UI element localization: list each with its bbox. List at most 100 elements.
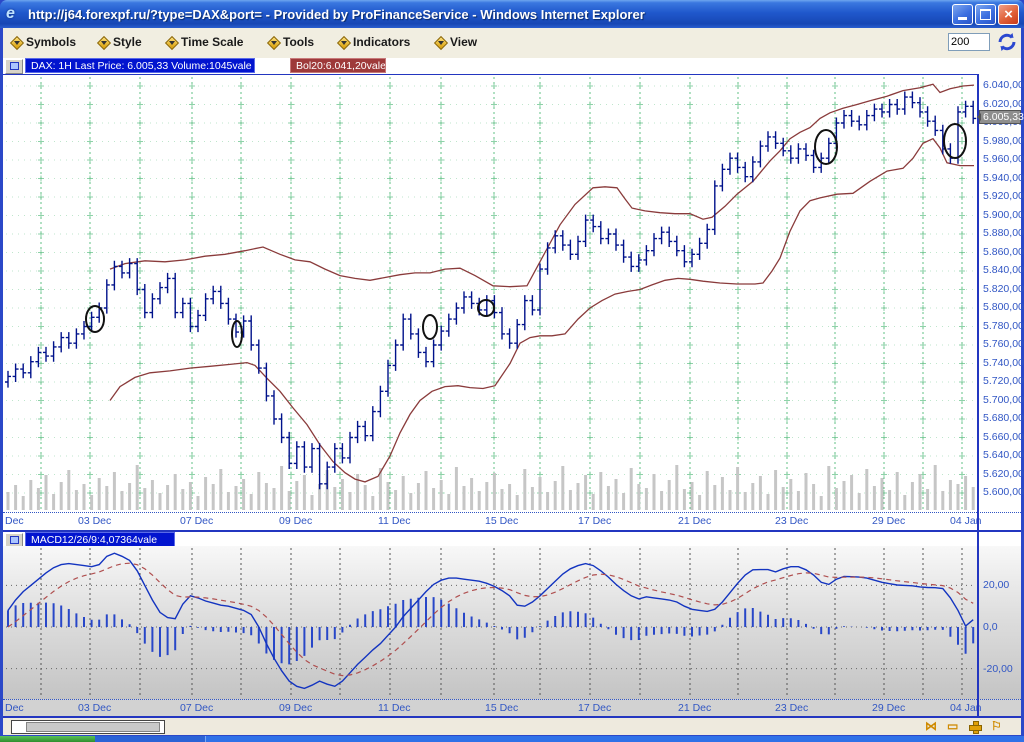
menu-view[interactable]: View <box>433 35 478 50</box>
macd-date-label: 17 Dec <box>578 702 612 714</box>
price-axis: 6.005,33 6.040,006.020,006.000,005.980,0… <box>977 74 1024 512</box>
menu-dropdown-icon <box>266 35 282 50</box>
price-axis-label: 5.860,00 <box>983 245 1024 258</box>
macd-date-label: 29 Dec <box>872 702 906 714</box>
menu-indicators[interactable]: Indicators <box>336 35 411 50</box>
menu-dropdown-icon <box>9 35 25 50</box>
macd-date-label: 15 Dec <box>485 702 519 714</box>
menu-label: Style <box>113 35 142 49</box>
indicator-window-icon[interactable] <box>5 533 23 548</box>
menu-style[interactable]: Style <box>96 35 142 50</box>
main-date-label: 07 Dec <box>180 515 214 527</box>
macd-date-label: 04 Jan <box>950 702 982 714</box>
macd-axis-label: 20,00 <box>983 579 1010 592</box>
menu-tools[interactable]: Tools <box>266 35 315 50</box>
price-axis-label: 5.680,00 <box>983 412 1024 424</box>
macd-canvas[interactable] <box>3 546 977 699</box>
main-chart-plot[interactable] <box>3 74 977 513</box>
instrument-legend[interactable]: DAX: 1H Last Price: 6.005,33 Volume:1045… <box>25 58 255 73</box>
main-chart-canvas[interactable] <box>3 75 977 513</box>
internet-explorer-icon: e <box>6 5 15 22</box>
zoom-slider-handle[interactable] <box>26 722 160 732</box>
price-axis-label: 5.640,00 <box>983 449 1024 461</box>
price-axis-label: 5.760,00 <box>983 338 1024 350</box>
main-date-label: 04 Jan <box>950 515 982 527</box>
price-axis-label: 5.900,00 <box>983 208 1024 221</box>
add-icon[interactable] <box>969 721 982 734</box>
bottom-toolbar: ⋈ ▭ ⚐ <box>3 716 1021 735</box>
macd-axis-label: -20,00 <box>983 662 1013 675</box>
macd-background <box>3 546 1021 699</box>
title-bar[interactable]: e http://j64.forexpf.ru/?type=DAX&port= … <box>0 0 1024 28</box>
minimize-button[interactable] <box>952 3 973 25</box>
price-axis-label: 5.800,00 <box>983 301 1024 313</box>
price-axis-label: 6.020,00 <box>983 97 1024 110</box>
price-axis-label: 5.960,00 <box>983 153 1024 165</box>
menu-symbols[interactable]: Symbols <box>9 35 77 50</box>
macd-date-label: 09 Dec <box>279 702 313 714</box>
start-button[interactable] <box>0 736 95 742</box>
refresh-icon[interactable] <box>996 31 1018 53</box>
price-axis-label: 5.840,00 <box>983 264 1024 276</box>
menu-label: Symbols <box>26 35 77 49</box>
price-axis-label: 5.880,00 <box>983 227 1024 239</box>
main-date-axis: Dec 03 Dec 07 Dec 09 Dec 11 Dec 15 Dec 17 Dec 2… <box>3 512 1021 530</box>
price-axis-label: 6.040,00 <box>983 79 1024 91</box>
macd-date-label: 21 Dec <box>678 702 712 714</box>
chart-glyph <box>9 62 19 70</box>
macd-date-label: 11 Dec <box>378 702 411 714</box>
menu-dropdown-icon <box>433 35 449 50</box>
last-price-tag: 6.005,33 <box>977 110 1024 124</box>
main-date-label: 09 Dec <box>279 515 313 527</box>
zoom-slider[interactable] <box>11 720 165 734</box>
restore-icon <box>980 8 991 20</box>
menu-label: Tools <box>283 35 315 49</box>
main-date-label: 17 Dec <box>578 515 612 527</box>
bollinger-legend[interactable]: Bol20:6.041,20vale <box>290 58 386 73</box>
minimize-icon <box>958 17 967 20</box>
price-axis-label: 5.980,00 <box>983 134 1024 147</box>
macd-legend[interactable]: MACD12/26/9:4,07364vale <box>25 532 175 547</box>
price-axis-label: 5.720,00 <box>983 375 1024 387</box>
flag-icon[interactable]: ⚐ <box>991 719 1002 733</box>
price-axis-label: 5.620,00 <box>983 467 1024 480</box>
main-date-label: 23 Dec <box>775 515 809 527</box>
main-date-label: 15 Dec <box>485 515 519 527</box>
link-icon[interactable]: ⋈ <box>925 719 937 733</box>
menu-dropdown-icon <box>164 35 180 50</box>
macd-date-label: 23 Dec <box>775 702 809 714</box>
macd-plot[interactable] <box>3 546 977 699</box>
macd-axis-label: 0,0 <box>983 621 998 633</box>
price-axis-label: 5.740,00 <box>983 356 1024 369</box>
indicator-glyph <box>9 536 19 544</box>
period-input[interactable] <box>948 33 990 51</box>
close-button[interactable]: × <box>998 3 1019 25</box>
menu-dropdown-icon <box>96 35 112 50</box>
window-controls: × <box>952 3 1019 25</box>
chart-window-icon[interactable] <box>5 59 23 74</box>
price-axis-label: 5.940,00 <box>983 171 1024 184</box>
chart-application: DAX: 1H Last Price: 6.005,33 Volume:1045… <box>3 58 1024 719</box>
main-date-label: 29 Dec <box>872 515 906 527</box>
taskbar-segment[interactable] <box>95 736 206 742</box>
axis-divider <box>977 74 979 716</box>
macd-axis: 20,00 0,0 -20,00 <box>979 546 1021 699</box>
main-date-label: 11 Dec <box>378 515 411 527</box>
restore-button[interactable] <box>975 3 996 25</box>
menu-dropdown-icon <box>336 35 352 50</box>
taskbar <box>0 736 1024 742</box>
menu-label: Indicators <box>353 35 411 49</box>
price-axis-label: 5.660,00 <box>983 430 1024 443</box>
price-axis-label: 5.600,00 <box>983 486 1024 498</box>
menu-label: View <box>450 35 478 49</box>
price-axis-label: 5.820,00 <box>983 282 1024 295</box>
price-axis-label: 5.780,00 <box>983 319 1024 332</box>
main-date-label: 21 Dec <box>678 515 712 527</box>
menu-bar: Symbols Style Time Scale Tools Indicator… <box>3 28 1021 59</box>
minimize-chart-icon[interactable]: ▭ <box>947 719 959 733</box>
main-date-label: Dec <box>5 515 24 527</box>
window-title: http://j64.forexpf.ru/?type=DAX&port= - … <box>28 6 645 22</box>
menu-time-scale[interactable]: Time Scale <box>164 35 243 50</box>
macd-date-label: 03 Dec <box>78 702 112 714</box>
